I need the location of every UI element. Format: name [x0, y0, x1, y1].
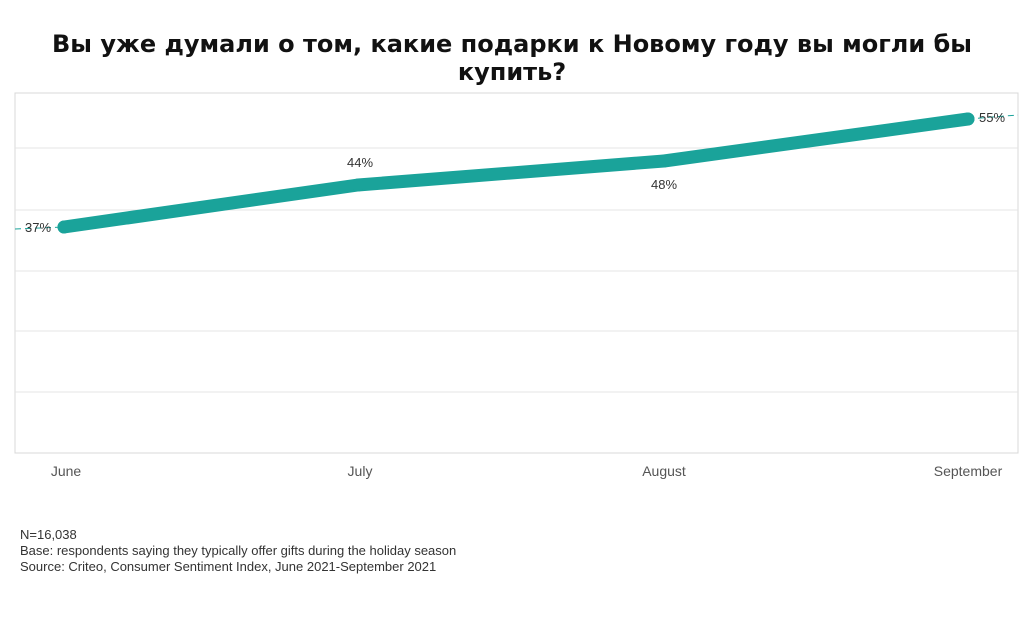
- x-tick-july: July: [348, 463, 373, 479]
- sample-size-note: N=16,038: [20, 527, 77, 542]
- data-point-june: [57, 220, 71, 234]
- data-point-september: [961, 112, 975, 126]
- x-tick-august: August: [642, 463, 686, 479]
- x-tick-september: September: [934, 463, 1003, 479]
- series-layer: [57, 112, 975, 234]
- reference-line-end: [967, 114, 1019, 120]
- gridlines: [15, 147, 1018, 393]
- data-labels: 37% 44% 48% 55%: [25, 110, 1005, 235]
- data-label-august: 48%: [651, 177, 677, 192]
- base-note: Base: respondents saying they typically …: [20, 543, 457, 558]
- plot-frame: [14, 92, 1019, 454]
- x-tick-june: June: [51, 463, 82, 479]
- reference-line-start: [14, 226, 65, 230]
- footnotes: N=16,038 Base: respondents saying they t…: [20, 527, 456, 575]
- data-label-june: 37%: [25, 220, 51, 235]
- series-line: [57, 112, 975, 234]
- x-axis-ticks: June July August September: [51, 463, 1003, 479]
- data-label-september: 55%: [979, 110, 1005, 125]
- data-point-august: [657, 154, 671, 168]
- reference-lines: [14, 114, 1019, 230]
- data-label-july: 44%: [347, 155, 373, 170]
- source-note: Source: Criteo, Consumer Sentiment Index…: [20, 559, 437, 574]
- chart-title: Вы уже думали о том, какие подарки к Нов…: [52, 30, 972, 86]
- data-point-july: [351, 178, 365, 192]
